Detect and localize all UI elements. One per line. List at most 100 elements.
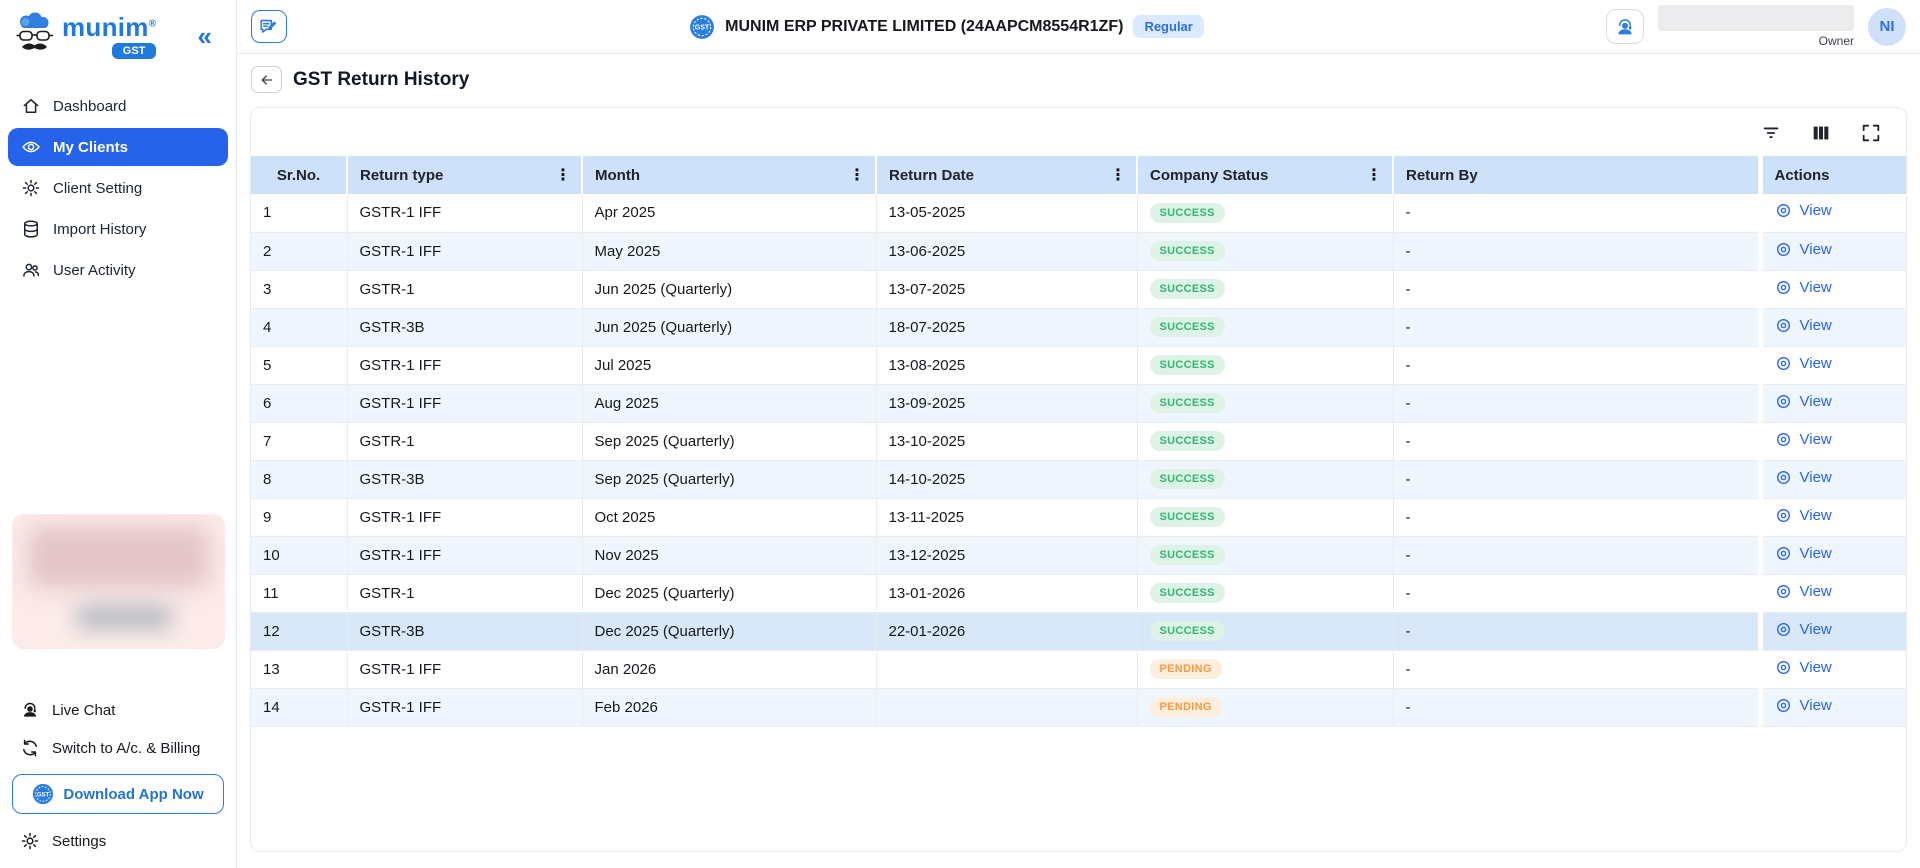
- table-row: 14GSTR-1 IFFFeb 2026PENDING-View: [251, 688, 1906, 726]
- view-eye-icon: [1775, 545, 1792, 562]
- download-app-button[interactable]: GST Download App Now: [12, 774, 224, 814]
- cell-return-date: 13-09-2025: [876, 384, 1137, 422]
- table-row: 10GSTR-1 IFFNov 202513-12-2025SUCCESS-Vi…: [251, 536, 1906, 574]
- view-button[interactable]: View: [1775, 469, 1832, 486]
- table-toolbar: [251, 108, 1906, 156]
- cell-month: Sep 2025 (Quarterly): [582, 460, 876, 498]
- cell-company-status: SUCCESS: [1137, 346, 1393, 384]
- view-eye-icon: [1775, 507, 1792, 524]
- sidebar-item-label: Import History: [53, 221, 146, 238]
- columns-icon: [1810, 122, 1832, 144]
- status-badge: SUCCESS: [1150, 203, 1225, 223]
- status-badge: SUCCESS: [1150, 355, 1225, 375]
- column-menu-icon[interactable]: ⋮: [552, 165, 574, 185]
- cell-return-date: 22-01-2026: [876, 612, 1137, 650]
- sidebar-item-my-clients[interactable]: My Clients: [8, 128, 228, 166]
- view-button[interactable]: View: [1775, 431, 1832, 448]
- status-badge: SUCCESS: [1150, 621, 1225, 641]
- cell-month: Jan 2026: [582, 650, 876, 688]
- cell-month: Jul 2025: [582, 346, 876, 384]
- table-row: 2GSTR-1 IFFMay 202513-06-2025SUCCESS-Vie…: [251, 232, 1906, 270]
- view-button[interactable]: View: [1775, 202, 1832, 219]
- promo-banner[interactable]: [12, 514, 225, 649]
- sidebar-collapse-icon[interactable]: «: [198, 23, 224, 49]
- fullscreen-icon: [1860, 122, 1882, 144]
- cell-actions: View: [1760, 612, 1906, 650]
- view-label: View: [1800, 469, 1832, 486]
- view-button[interactable]: View: [1775, 507, 1832, 524]
- view-eye-icon: [1775, 279, 1792, 296]
- live-chat-button[interactable]: Live Chat: [10, 691, 226, 729]
- column-menu-icon[interactable]: ⋮: [846, 165, 868, 185]
- sidebar-item-import-history[interactable]: Import History: [8, 210, 228, 248]
- filter-button[interactable]: [1760, 122, 1782, 144]
- cell-return-type: GSTR-1 IFF: [347, 194, 582, 232]
- logo-row: munim® GST «: [0, 0, 236, 65]
- sidebar-bottom: Live Chat Switch to A/c. & Billing GST D…: [0, 691, 236, 860]
- view-button[interactable]: View: [1775, 621, 1832, 638]
- cell-actions: View: [1760, 498, 1906, 536]
- company-header: GST MUNIM ERP PRIVATE LIMITED (24AAPCM85…: [287, 14, 1606, 40]
- feedback-button[interactable]: [251, 10, 287, 43]
- status-badge: SUCCESS: [1150, 507, 1225, 527]
- sidebar-item-dashboard[interactable]: Dashboard: [8, 87, 228, 125]
- table-row: 1GSTR-1 IFFApr 202513-05-2025SUCCESS-Vie…: [251, 194, 1906, 232]
- cell-return-type: GSTR-1: [347, 270, 582, 308]
- settings-button[interactable]: Settings: [10, 822, 226, 860]
- sidebar-item-user-activity[interactable]: User Activity: [8, 251, 228, 289]
- status-badge: SUCCESS: [1150, 545, 1225, 565]
- status-badge: SUCCESS: [1150, 393, 1225, 413]
- table-row: 4GSTR-3BJun 2025 (Quarterly)18-07-2025SU…: [251, 308, 1906, 346]
- settings-label: Settings: [52, 833, 106, 850]
- view-button[interactable]: View: [1775, 545, 1832, 562]
- columns-button[interactable]: [1810, 122, 1832, 144]
- view-eye-icon: [1775, 393, 1792, 410]
- fullscreen-button[interactable]: [1860, 122, 1882, 144]
- sidebar-item-client-setting[interactable]: Client Setting: [8, 169, 228, 207]
- cell-month: Nov 2025: [582, 536, 876, 574]
- view-button[interactable]: View: [1775, 279, 1832, 296]
- switch-account-billing-button[interactable]: Switch to A/c. & Billing: [10, 729, 226, 767]
- column-menu-icon[interactable]: ⋮: [1107, 165, 1129, 185]
- view-label: View: [1800, 697, 1832, 714]
- view-eye-icon: [1775, 469, 1792, 486]
- support-button[interactable]: [1606, 9, 1644, 44]
- column-header-actions: Actions: [1760, 156, 1906, 194]
- view-button[interactable]: View: [1775, 393, 1832, 410]
- view-eye-icon: [1775, 621, 1792, 638]
- view-button[interactable]: View: [1775, 583, 1832, 600]
- view-button[interactable]: View: [1775, 697, 1832, 714]
- munim-logo: munim® GST: [12, 12, 156, 59]
- view-eye-icon: [1775, 241, 1792, 258]
- view-button[interactable]: View: [1775, 355, 1832, 372]
- view-label: View: [1800, 545, 1832, 562]
- cell-month: Feb 2026: [582, 688, 876, 726]
- database-icon: [21, 219, 41, 239]
- cell-actions: View: [1760, 536, 1906, 574]
- cell-month: Oct 2025: [582, 498, 876, 536]
- column-menu-icon[interactable]: ⋮: [1363, 165, 1385, 185]
- status-badge: PENDING: [1150, 697, 1222, 717]
- cell-return-type: GSTR-1 IFF: [347, 536, 582, 574]
- cell-return-type: GSTR-1 IFF: [347, 384, 582, 422]
- view-button[interactable]: View: [1775, 317, 1832, 334]
- table-row: 8GSTR-3BSep 2025 (Quarterly)14-10-2025SU…: [251, 460, 1906, 498]
- page-title: GST Return History: [293, 69, 469, 91]
- view-label: View: [1800, 659, 1832, 676]
- view-button[interactable]: View: [1775, 241, 1832, 258]
- back-button[interactable]: [251, 66, 282, 93]
- cell-sr-no: 9: [251, 498, 347, 536]
- cell-sr-no: 10: [251, 536, 347, 574]
- status-badge: SUCCESS: [1150, 241, 1225, 261]
- brand-gst-badge: GST: [112, 43, 157, 59]
- cell-return-type: GSTR-3B: [347, 460, 582, 498]
- cell-sr-no: 8: [251, 460, 347, 498]
- cell-return-by: -: [1393, 270, 1760, 308]
- avatar[interactable]: NI: [1868, 8, 1906, 46]
- main-area: GST MUNIM ERP PRIVATE LIMITED (24AAPCM85…: [237, 0, 1920, 868]
- download-app-label: Download App Now: [63, 786, 203, 803]
- cell-return-date: 13-07-2025: [876, 270, 1137, 308]
- view-button[interactable]: View: [1775, 659, 1832, 676]
- cell-return-by: -: [1393, 194, 1760, 232]
- header-right-cluster: Owner NI: [1606, 5, 1906, 48]
